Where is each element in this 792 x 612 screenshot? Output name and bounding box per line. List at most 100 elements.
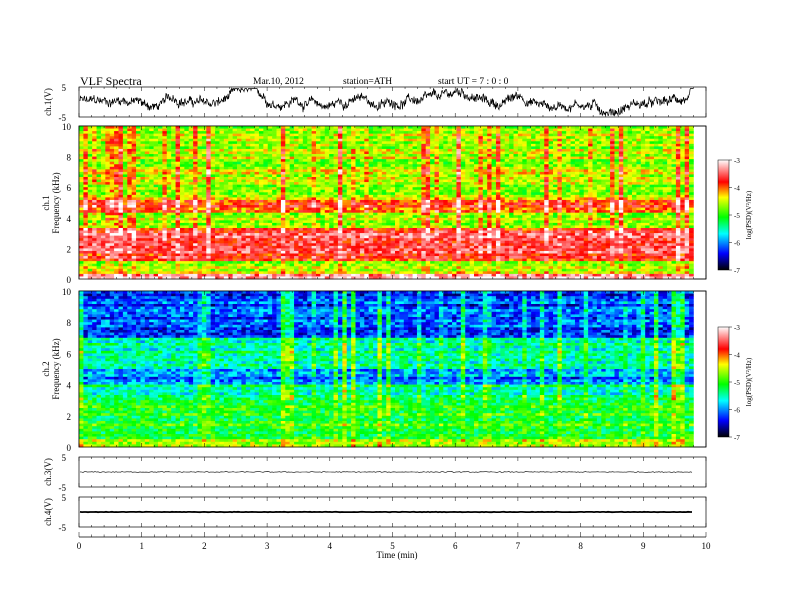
spectrogram-cell [329, 134, 334, 137]
spectrogram-cell [514, 154, 519, 157]
spectrogram-cell [347, 149, 352, 152]
spectrogram-cell [364, 141, 369, 144]
spectrogram-cell [140, 162, 145, 165]
spectrogram-cell [413, 164, 418, 167]
spectrogram-cell [246, 154, 251, 157]
spectrogram-cell [123, 174, 128, 177]
spectrogram-cell [628, 157, 633, 160]
spectrogram-cell [632, 174, 637, 177]
spectrogram-cell [465, 164, 470, 167]
spectrogram-cell [496, 174, 501, 177]
spectrogram-cell [342, 164, 347, 167]
spectrogram-cell [360, 136, 365, 139]
spectrogram-cell [268, 162, 273, 165]
spectrogram-cell [316, 169, 321, 172]
spectrogram-cell [540, 157, 545, 160]
spectrogram-cell [246, 152, 251, 155]
spectrogram-cell [162, 136, 167, 139]
spectrogram-cell [119, 126, 124, 129]
spectrogram-cell [663, 174, 668, 177]
spectrogram-cell [88, 144, 93, 147]
spectrogram-cell [241, 162, 246, 165]
spectrogram-cell [531, 152, 536, 155]
spectrogram-cell [623, 134, 628, 137]
spectrogram-cell [364, 131, 369, 134]
spectrogram-cell [79, 144, 84, 147]
spectrogram-cell [527, 146, 532, 149]
spectrogram-cell [184, 154, 189, 157]
spectrogram-cell [369, 136, 374, 139]
spectrogram-cell [369, 134, 374, 137]
spectrogram-cell [439, 131, 444, 134]
spectrogram-cell [356, 129, 361, 132]
spectrogram-cell [351, 164, 356, 167]
spectrogram-cell [338, 152, 343, 155]
spectrogram-cell [97, 157, 102, 160]
spectrogram-cell [650, 169, 655, 172]
spectrogram-cell [456, 167, 461, 170]
spectrogram-cell [140, 129, 145, 132]
spectrogram-cell [505, 139, 510, 142]
spectrogram-cell [255, 172, 260, 175]
spectrogram-cell [509, 136, 514, 139]
spectrogram-cell [658, 164, 663, 167]
spectrogram-cell [316, 144, 321, 147]
spectrogram-cell [171, 159, 176, 162]
spectrogram-cell [689, 134, 694, 137]
spectrogram-cell [553, 174, 558, 177]
spectrogram-cell [334, 159, 339, 162]
spectrogram-cell [562, 149, 567, 152]
spectrogram-cell [483, 129, 488, 132]
spectrogram-cell [505, 146, 510, 149]
spectrogram-cell [127, 126, 132, 129]
spectrogram-cell [132, 159, 137, 162]
spectrogram-cell [641, 134, 646, 137]
spectrogram-cell [632, 144, 637, 147]
spectrogram-cell [369, 159, 374, 162]
spectrogram-cell [316, 157, 321, 160]
spectrogram-cell [579, 167, 584, 170]
spectrogram-cell [316, 162, 321, 165]
spectrogram-cell [575, 149, 580, 152]
spectrogram-cell [417, 141, 422, 144]
spectrogram-cell [456, 162, 461, 165]
spectrogram-cell [571, 159, 576, 162]
spectrogram-cell [360, 164, 365, 167]
spectrogram-cell [268, 126, 273, 129]
spectrogram-cell [219, 169, 224, 172]
spectrogram-cell [492, 157, 497, 160]
spectrogram-cell [522, 162, 527, 165]
spectrogram-cell [110, 131, 115, 134]
spectrogram-cell [597, 172, 602, 175]
spectrogram-cell [527, 141, 532, 144]
spectrogram-cell [158, 157, 163, 160]
spectrogram-cell [180, 141, 185, 144]
spectrogram-cell [571, 134, 576, 137]
spectrogram-cell [373, 139, 378, 142]
spectrogram-cell [246, 146, 251, 149]
spectrogram-cell [614, 129, 619, 132]
spectrogram-cell [430, 157, 435, 160]
spectrogram-cell [514, 177, 519, 180]
spectrogram-cell [465, 152, 470, 155]
spectrogram-cell [505, 172, 510, 175]
spectrogram-cell [496, 131, 501, 134]
spectrogram-cell [342, 144, 347, 147]
spectrogram-cell [132, 169, 137, 172]
spectrogram-cell [628, 141, 633, 144]
spectrogram-cell [97, 144, 102, 147]
spectrogram-cell [119, 169, 124, 172]
spectrogram-cell [250, 129, 255, 132]
spectrogram-cell [246, 126, 251, 129]
spectrogram-cell [294, 141, 299, 144]
spectrogram-cell [176, 134, 181, 137]
spectrogram-cell [663, 149, 668, 152]
spectrogram-cell [597, 164, 602, 167]
spectrogram-cell [132, 141, 137, 144]
spectrogram-cell [544, 164, 549, 167]
spectrogram-cell [456, 157, 461, 160]
spectrogram-cell [193, 162, 198, 165]
spectrogram-cell [277, 146, 282, 149]
spectrogram-cell [672, 164, 677, 167]
spectrogram-cell [351, 131, 356, 134]
